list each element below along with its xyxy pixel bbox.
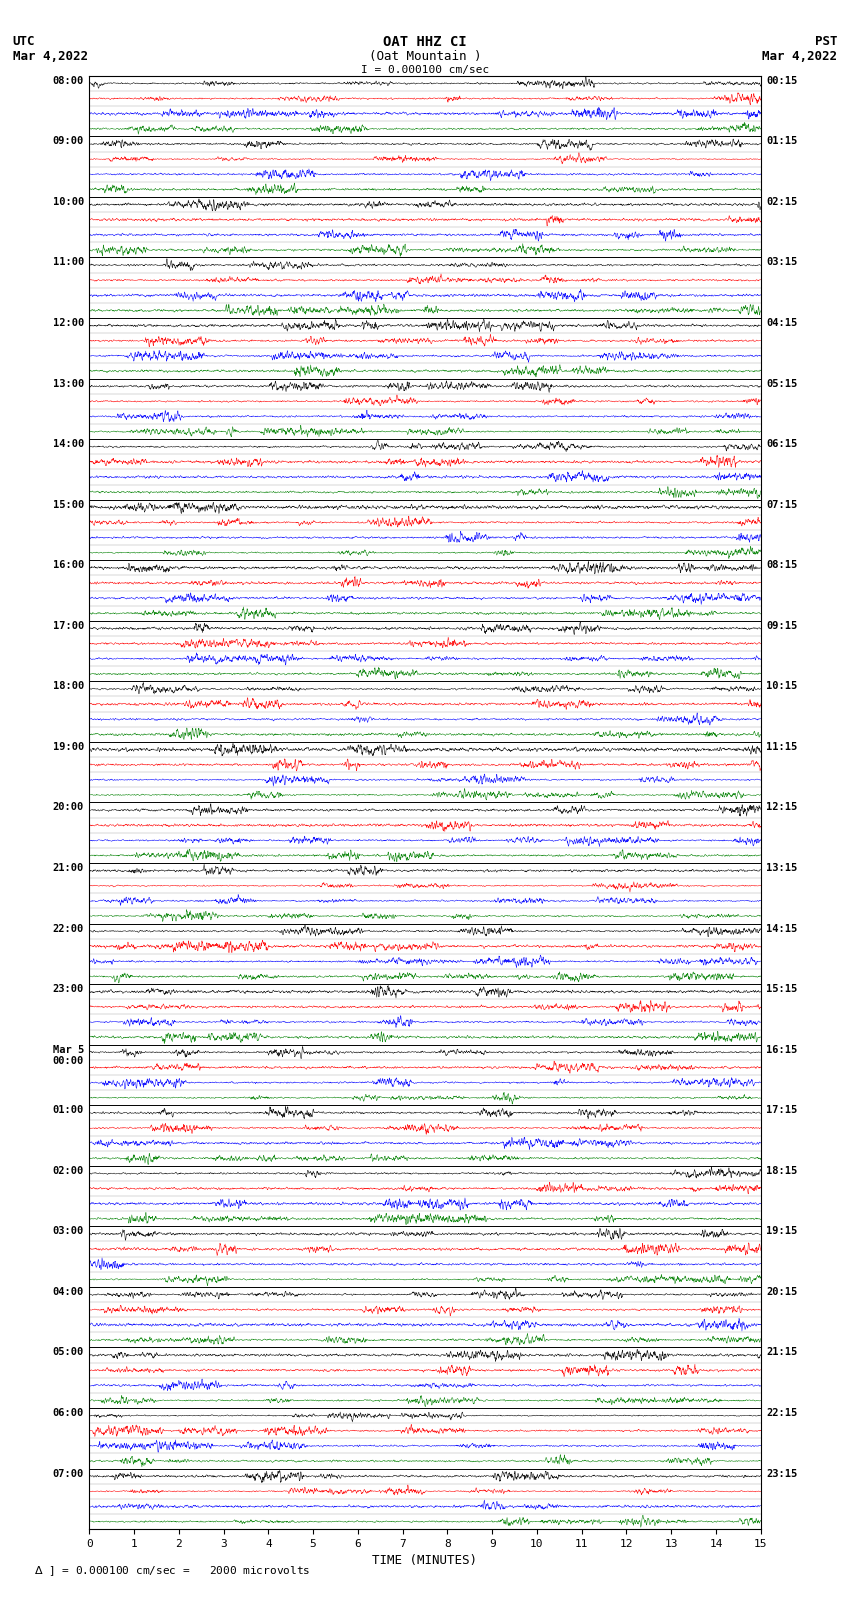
Text: 03:15: 03:15 — [766, 258, 797, 268]
Text: 07:00: 07:00 — [53, 1468, 84, 1479]
Text: $\Delta$ ] = 0.000100 cm/sec =   2000 microvolts: $\Delta$ ] = 0.000100 cm/sec = 2000 micr… — [34, 1565, 310, 1579]
Text: 09:00: 09:00 — [53, 137, 84, 147]
Text: 16:00: 16:00 — [53, 560, 84, 571]
Text: 21:15: 21:15 — [766, 1347, 797, 1358]
Text: 09:15: 09:15 — [766, 621, 797, 631]
Text: 19:00: 19:00 — [53, 742, 84, 752]
Text: 20:15: 20:15 — [766, 1287, 797, 1297]
Text: Mar 4,2022: Mar 4,2022 — [762, 50, 837, 63]
Text: Mar 4,2022: Mar 4,2022 — [13, 50, 88, 63]
Text: (Oat Mountain ): (Oat Mountain ) — [369, 50, 481, 63]
Text: 16:15: 16:15 — [766, 1045, 797, 1055]
Text: 14:15: 14:15 — [766, 924, 797, 934]
Text: 13:00: 13:00 — [53, 379, 84, 389]
Text: UTC: UTC — [13, 35, 35, 48]
Text: 00:15: 00:15 — [766, 76, 797, 85]
Text: 23:15: 23:15 — [766, 1468, 797, 1479]
Text: 01:15: 01:15 — [766, 137, 797, 147]
Text: 06:00: 06:00 — [53, 1408, 84, 1418]
Text: Mar 5
00:00: Mar 5 00:00 — [53, 1045, 84, 1066]
Text: 04:00: 04:00 — [53, 1287, 84, 1297]
Text: PST: PST — [815, 35, 837, 48]
Text: 08:15: 08:15 — [766, 560, 797, 571]
Text: 02:15: 02:15 — [766, 197, 797, 206]
Text: 17:15: 17:15 — [766, 1105, 797, 1115]
Text: 11:00: 11:00 — [53, 258, 84, 268]
Text: 15:00: 15:00 — [53, 500, 84, 510]
Text: 23:00: 23:00 — [53, 984, 84, 994]
Text: 18:00: 18:00 — [53, 681, 84, 692]
Text: 20:00: 20:00 — [53, 803, 84, 813]
Text: 12:00: 12:00 — [53, 318, 84, 327]
Text: 10:00: 10:00 — [53, 197, 84, 206]
Text: 13:15: 13:15 — [766, 863, 797, 873]
Text: 03:00: 03:00 — [53, 1226, 84, 1236]
Text: 12:15: 12:15 — [766, 803, 797, 813]
Text: 05:15: 05:15 — [766, 379, 797, 389]
Text: 02:00: 02:00 — [53, 1166, 84, 1176]
Text: 11:15: 11:15 — [766, 742, 797, 752]
Text: 22:00: 22:00 — [53, 924, 84, 934]
Text: 05:00: 05:00 — [53, 1347, 84, 1358]
Text: I = 0.000100 cm/sec: I = 0.000100 cm/sec — [361, 65, 489, 74]
Text: 14:00: 14:00 — [53, 439, 84, 448]
Text: 19:15: 19:15 — [766, 1226, 797, 1236]
Text: 08:00: 08:00 — [53, 76, 84, 85]
Text: 22:15: 22:15 — [766, 1408, 797, 1418]
X-axis label: TIME (MINUTES): TIME (MINUTES) — [372, 1555, 478, 1568]
Text: 17:00: 17:00 — [53, 621, 84, 631]
Text: 07:15: 07:15 — [766, 500, 797, 510]
Text: 15:15: 15:15 — [766, 984, 797, 994]
Text: 18:15: 18:15 — [766, 1166, 797, 1176]
Text: 01:00: 01:00 — [53, 1105, 84, 1115]
Text: 04:15: 04:15 — [766, 318, 797, 327]
Text: OAT HHZ CI: OAT HHZ CI — [383, 35, 467, 50]
Text: 10:15: 10:15 — [766, 681, 797, 692]
Text: 21:00: 21:00 — [53, 863, 84, 873]
Text: 06:15: 06:15 — [766, 439, 797, 448]
